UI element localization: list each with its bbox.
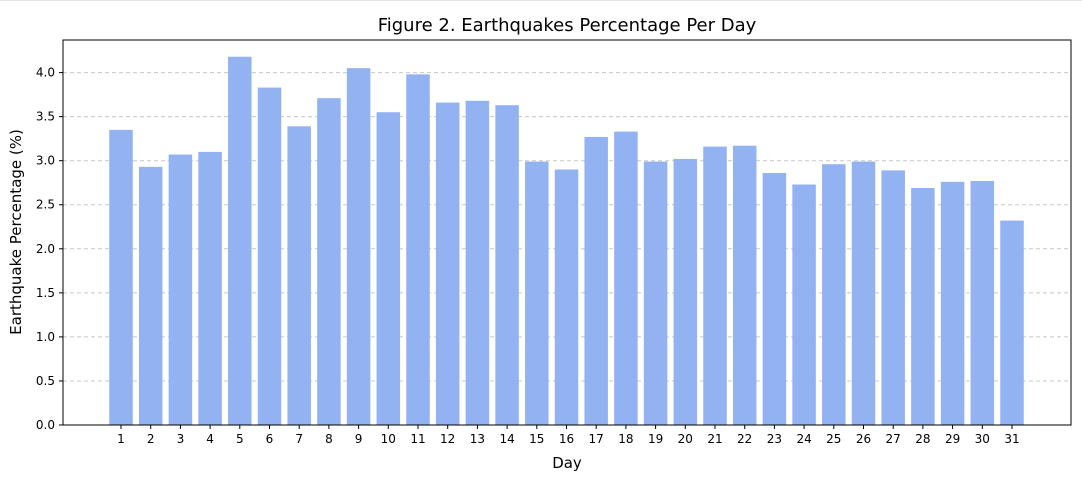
x-tick-label: 21 [707,432,722,446]
bar-day-28 [911,188,935,425]
x-tick-label: 7 [295,432,303,446]
x-tick-label: 24 [796,432,811,446]
x-tick-label: 12 [440,432,455,446]
y-tick-label: 1.0 [36,330,55,344]
x-tick-label: 19 [648,432,663,446]
bar-day-3 [168,154,193,426]
y-tick-label: 0.5 [36,374,55,388]
bar-day-4 [198,151,222,425]
bars-layer [109,56,1024,426]
x-tick-label: 3 [177,432,185,446]
bar-day-16 [554,169,579,425]
bar-day-19 [643,161,668,425]
top-border [0,0,1082,1]
x-tick-label: 14 [499,432,514,446]
y-tick-label: 2.5 [36,198,55,212]
y-tick-label: 3.5 [36,110,55,124]
bar-day-5 [228,56,252,425]
bar-day-14 [495,105,519,425]
bar-day-6 [257,87,282,425]
y-axis-label: Earthquake Percentage (%) [7,129,25,335]
x-tick-label: 31 [1004,432,1019,446]
y-tick-label: 2.0 [36,242,55,256]
x-tick-label: 27 [886,432,901,446]
x-tick-label: 8 [325,432,333,446]
x-tick-label: 29 [945,432,960,446]
x-tick-label: 15 [529,432,544,446]
bar-day-1 [109,129,133,425]
bar-day-15 [525,161,549,425]
bar-day-13 [465,100,490,425]
x-tick-label: 22 [737,432,752,446]
x-tick-label: 5 [236,432,244,446]
bar-day-18 [614,131,638,426]
bar-day-26 [851,161,876,425]
y-tick-label: 3.0 [36,154,55,168]
bar-day-24 [792,184,816,425]
x-tick-label: 30 [975,432,990,446]
x-tick-label: 26 [856,432,871,446]
x-tick-label: 18 [618,432,633,446]
x-tick-label: 25 [826,432,841,446]
x-axis-label: Day [552,454,582,472]
x-tick-label: 6 [266,432,274,446]
x-tick-label: 16 [559,432,574,446]
chart-title: Figure 2. Earthquakes Percentage Per Day [378,15,757,36]
x-tick-label: 17 [589,432,604,446]
bar-day-12 [435,102,460,426]
bar-day-11 [406,74,430,426]
x-tick-label: 13 [470,432,485,446]
bar-day-17 [584,136,608,425]
bar-day-2 [138,166,163,425]
x-tick-label: 1 [117,432,125,446]
bar-day-9 [346,68,371,425]
y-tick-label: 4.0 [36,66,55,80]
x-tick-label: 11 [410,432,425,446]
x-tick-label: 4 [206,432,214,446]
bar-day-20 [673,158,698,426]
bar-day-29 [940,181,965,425]
bar-day-25 [822,164,846,425]
bar-day-30 [970,180,995,425]
bar-day-10 [376,112,401,426]
bar-day-7 [287,126,311,425]
x-tick-label: 9 [355,432,363,446]
x-tick-label: 28 [915,432,930,446]
bar-day-21 [703,146,727,425]
axis-layer: 0.00.51.01.52.02.53.03.54.01 2 3 4 5 6 7 8 9 10 11… [36,66,1020,446]
x-tick-label: 10 [381,432,396,446]
y-tick-label: 1.5 [36,286,55,300]
bar-day-22 [732,145,757,425]
bar-day-23 [762,173,787,425]
bar-day-27 [881,170,905,425]
x-tick-label: 23 [767,432,782,446]
x-tick-label: 20 [678,432,693,446]
x-tick-label: 2 [147,432,155,446]
y-tick-label: 0.0 [36,418,55,432]
bar-day-31 [1000,220,1024,425]
bar-day-8 [317,98,341,425]
